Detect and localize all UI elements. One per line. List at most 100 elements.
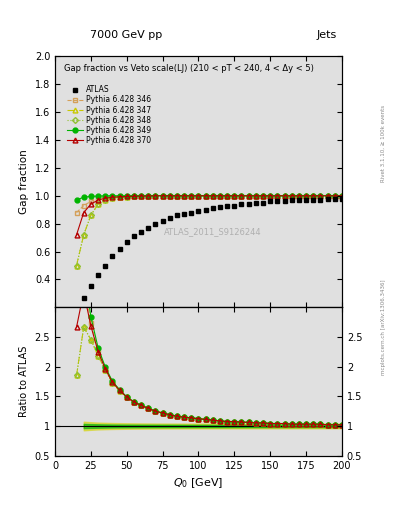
- Pythia 6.428 349: [225, 193, 230, 199]
- ATLAS: [218, 204, 222, 210]
- Pythia 6.428 348: [340, 193, 344, 199]
- ATLAS: [340, 196, 344, 202]
- Pythia 6.428 349: [174, 193, 179, 199]
- Pythia 6.428 349: [261, 193, 265, 199]
- Pythia 6.428 346: [117, 194, 122, 200]
- Pythia 6.428 346: [189, 193, 194, 199]
- Pythia 6.428 347: [74, 263, 79, 269]
- ATLAS: [196, 208, 201, 214]
- Pythia 6.428 347: [325, 193, 330, 199]
- Pythia 6.428 349: [218, 193, 222, 199]
- Pythia 6.428 349: [146, 193, 151, 199]
- Pythia 6.428 349: [182, 193, 187, 199]
- Pythia 6.428 348: [189, 193, 194, 199]
- Pythia 6.428 349: [246, 193, 251, 199]
- Pythia 6.428 370: [261, 193, 265, 199]
- Pythia 6.428 346: [232, 193, 237, 199]
- Pythia 6.428 349: [325, 193, 330, 199]
- Text: 7000 GeV pp: 7000 GeV pp: [90, 30, 162, 40]
- Pythia 6.428 348: [268, 193, 273, 199]
- Pythia 6.428 346: [103, 195, 108, 201]
- Pythia 6.428 347: [146, 193, 151, 199]
- Text: Jets: Jets: [316, 30, 336, 40]
- Pythia 6.428 347: [246, 193, 251, 199]
- Pythia 6.428 370: [275, 193, 280, 199]
- Pythia 6.428 347: [110, 195, 115, 201]
- Pythia 6.428 370: [325, 193, 330, 199]
- ATLAS: [225, 202, 230, 208]
- Pythia 6.428 348: [239, 193, 244, 199]
- Pythia 6.428 370: [167, 193, 172, 199]
- ATLAS: [132, 233, 136, 239]
- Pythia 6.428 370: [125, 194, 129, 200]
- Pythia 6.428 349: [211, 193, 215, 199]
- ATLAS: [211, 205, 215, 211]
- ATLAS: [182, 211, 187, 217]
- Pythia 6.428 346: [182, 193, 187, 199]
- X-axis label: $Q_0$ [GeV]: $Q_0$ [GeV]: [173, 476, 224, 490]
- Pythia 6.428 347: [218, 193, 222, 199]
- Pythia 6.428 370: [196, 193, 201, 199]
- Pythia 6.428 348: [196, 193, 201, 199]
- Pythia 6.428 347: [167, 193, 172, 199]
- Pythia 6.428 348: [81, 232, 86, 238]
- Line: Pythia 6.428 349: Pythia 6.428 349: [74, 194, 344, 202]
- Pythia 6.428 346: [174, 193, 179, 199]
- Pythia 6.428 346: [218, 193, 222, 199]
- Pythia 6.428 370: [110, 194, 115, 200]
- Pythia 6.428 347: [275, 193, 280, 199]
- ATLAS: [325, 196, 330, 202]
- Text: mcplots.cern.ch [arXiv:1306.3436]: mcplots.cern.ch [arXiv:1306.3436]: [381, 280, 386, 375]
- Pythia 6.428 370: [225, 193, 230, 199]
- Pythia 6.428 346: [246, 193, 251, 199]
- Pythia 6.428 346: [325, 193, 330, 199]
- Pythia 6.428 348: [318, 193, 323, 199]
- Pythia 6.428 370: [174, 193, 179, 199]
- Pythia 6.428 370: [318, 193, 323, 199]
- Pythia 6.428 349: [110, 193, 115, 199]
- Pythia 6.428 348: [225, 193, 230, 199]
- Pythia 6.428 349: [153, 193, 158, 199]
- Pythia 6.428 349: [253, 193, 258, 199]
- Pythia 6.428 348: [304, 193, 309, 199]
- Pythia 6.428 347: [160, 193, 165, 199]
- Pythia 6.428 346: [196, 193, 201, 199]
- Pythia 6.428 347: [196, 193, 201, 199]
- Pythia 6.428 370: [311, 193, 316, 199]
- Pythia 6.428 346: [332, 193, 337, 199]
- Pythia 6.428 347: [232, 193, 237, 199]
- Pythia 6.428 370: [297, 193, 301, 199]
- Pythia 6.428 348: [153, 193, 158, 199]
- Y-axis label: Ratio to ATLAS: Ratio to ATLAS: [19, 346, 29, 417]
- Pythia 6.428 346: [88, 198, 93, 204]
- Line: Pythia 6.428 347: Pythia 6.428 347: [74, 194, 344, 268]
- Pythia 6.428 370: [289, 193, 294, 199]
- Pythia 6.428 370: [253, 193, 258, 199]
- Pythia 6.428 370: [203, 193, 208, 199]
- Pythia 6.428 349: [132, 193, 136, 199]
- Pythia 6.428 346: [110, 194, 115, 200]
- Pythia 6.428 349: [81, 194, 86, 200]
- Pythia 6.428 370: [268, 193, 273, 199]
- Legend: ATLAS, Pythia 6.428 346, Pythia 6.428 347, Pythia 6.428 348, Pythia 6.428 349, P: ATLAS, Pythia 6.428 346, Pythia 6.428 34…: [68, 85, 151, 145]
- Pythia 6.428 370: [74, 232, 79, 238]
- ATLAS: [96, 272, 101, 279]
- Text: ATLAS_2011_S9126244: ATLAS_2011_S9126244: [164, 227, 262, 237]
- Pythia 6.428 347: [225, 193, 230, 199]
- Pythia 6.428 346: [268, 193, 273, 199]
- Pythia 6.428 349: [289, 193, 294, 199]
- ATLAS: [160, 218, 165, 224]
- Pythia 6.428 347: [332, 193, 337, 199]
- ATLAS: [81, 294, 86, 301]
- Pythia 6.428 346: [282, 193, 287, 199]
- Pythia 6.428 346: [146, 193, 151, 199]
- Pythia 6.428 348: [325, 193, 330, 199]
- Pythia 6.428 349: [232, 193, 237, 199]
- Pythia 6.428 349: [88, 194, 93, 200]
- Pythia 6.428 348: [110, 195, 115, 201]
- ATLAS: [289, 197, 294, 203]
- Pythia 6.428 348: [297, 193, 301, 199]
- Pythia 6.428 347: [125, 194, 129, 200]
- ATLAS: [232, 202, 237, 208]
- Pythia 6.428 349: [297, 193, 301, 199]
